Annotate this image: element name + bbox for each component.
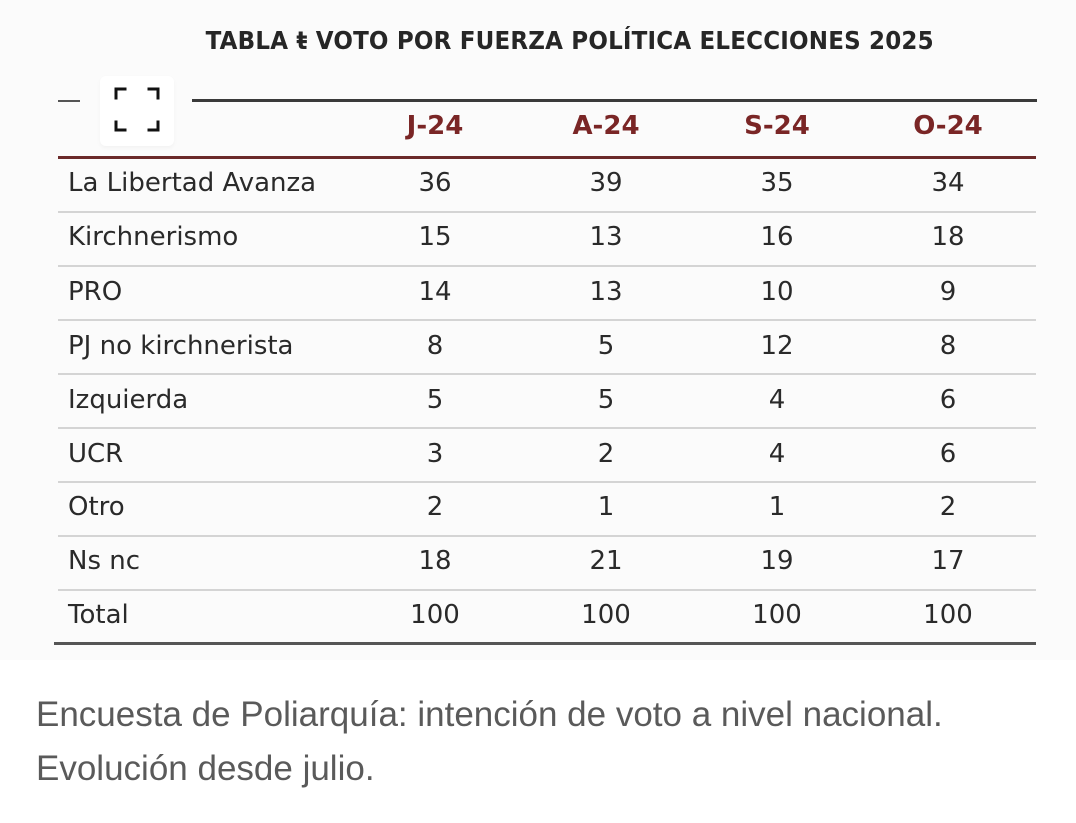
column-header-j24: J-24 bbox=[406, 111, 464, 141]
row-label-pj-no-kirchnerista: PJ no kirchnerista bbox=[68, 331, 294, 361]
table-cell: 9 bbox=[939, 277, 957, 307]
table-cell: 16 bbox=[760, 222, 794, 252]
row-label-otro: Otro bbox=[68, 492, 125, 522]
table-cell: 1 bbox=[597, 492, 615, 522]
table-cell: 100 bbox=[752, 600, 802, 630]
table-cell: 35 bbox=[760, 168, 794, 198]
image-caption: Encuesta de Poliarquía: intención de vot… bbox=[36, 695, 943, 788]
row-divider bbox=[58, 373, 1036, 375]
header-rule bbox=[58, 156, 1036, 159]
table-cell: 2 bbox=[939, 492, 957, 522]
row-label-ucr: UCR bbox=[68, 439, 124, 469]
table-cell: 13 bbox=[589, 222, 623, 252]
row-divider bbox=[58, 319, 1036, 321]
row-divider bbox=[58, 589, 1036, 591]
table-cell: 14 bbox=[418, 277, 452, 307]
table-cell: 3 bbox=[426, 439, 444, 469]
bottom-rule bbox=[54, 642, 1036, 645]
table-cell: 2 bbox=[426, 492, 444, 522]
table-cell: 4 bbox=[768, 385, 786, 415]
table-cell: 8 bbox=[939, 331, 957, 361]
table-cell: 6 bbox=[939, 385, 957, 415]
table-cell: 5 bbox=[426, 385, 444, 415]
table-cell: 18 bbox=[931, 222, 965, 252]
table-cell: 5 bbox=[597, 385, 615, 415]
row-label-pro: PRO bbox=[68, 277, 123, 307]
table-cell: 100 bbox=[581, 600, 631, 630]
table-cell: 8 bbox=[426, 331, 444, 361]
table-cell: 100 bbox=[410, 600, 460, 630]
expand-icon bbox=[114, 87, 160, 132]
table-cell: 2 bbox=[597, 439, 615, 469]
table-cell: 1 bbox=[768, 492, 786, 522]
row-divider bbox=[58, 535, 1036, 537]
table-title: TABLA ŧ VOTO POR FUERZA POLÍTICA ELECCIO… bbox=[205, 26, 934, 55]
table-cell: 18 bbox=[418, 546, 452, 576]
table-cell: 4 bbox=[768, 439, 786, 469]
row-label-izquierda: Izquierda bbox=[68, 385, 189, 415]
row-label-la-libertad-avanza: La Libertad Avanza bbox=[68, 168, 317, 198]
row-label-ns-nc: Ns nc bbox=[68, 546, 141, 576]
top-rule bbox=[192, 99, 1037, 102]
table-cell: 100 bbox=[923, 600, 973, 630]
table-image[interactable]: TABLA ŧ VOTO POR FUERZA POLÍTICA ELECCIO… bbox=[0, 0, 1076, 660]
table-cell: 19 bbox=[760, 546, 794, 576]
table-cell: 15 bbox=[418, 222, 452, 252]
column-header-s24: S-24 bbox=[744, 111, 810, 141]
column-header-o24: O-24 bbox=[913, 111, 983, 141]
top-rule-left bbox=[58, 100, 80, 102]
table-cell: 36 bbox=[418, 168, 452, 198]
column-header-a24: A-24 bbox=[572, 111, 640, 141]
table-cell: 12 bbox=[760, 331, 794, 361]
table-cell: 10 bbox=[760, 277, 794, 307]
row-divider bbox=[58, 481, 1036, 483]
expand-button[interactable] bbox=[100, 76, 174, 146]
row-divider bbox=[58, 211, 1036, 213]
table-cell: 6 bbox=[939, 439, 957, 469]
table-cell: 21 bbox=[589, 546, 623, 576]
table-cell: 39 bbox=[589, 168, 623, 198]
table-cell: 34 bbox=[931, 168, 965, 198]
row-label-kirchnerismo: Kirchnerismo bbox=[68, 222, 239, 252]
row-divider bbox=[58, 265, 1036, 267]
row-divider bbox=[58, 427, 1036, 429]
row-label-total: Total bbox=[68, 600, 129, 630]
table-cell: 5 bbox=[597, 331, 615, 361]
table-cell: 13 bbox=[589, 277, 623, 307]
table-cell: 17 bbox=[931, 546, 965, 576]
